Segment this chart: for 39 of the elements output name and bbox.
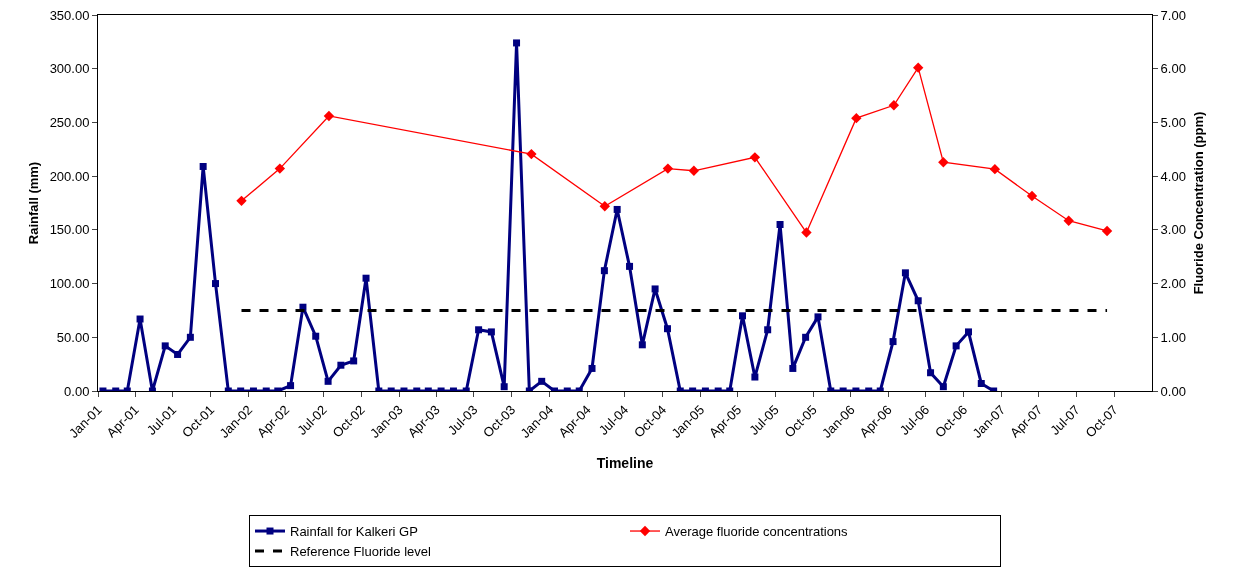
legend-label: Rainfall for Kalkeri GP [290, 524, 418, 540]
y-tick-label: 150.00 [49, 222, 90, 238]
y-tick-label: 250.00 [49, 114, 90, 130]
point [801, 227, 812, 238]
point [1063, 215, 1074, 226]
y2-tick-label: 5.00 [1160, 114, 1186, 130]
x-axis-title: Timeline [596, 455, 654, 472]
y-axis-title: Rainfall (mm) [25, 161, 41, 245]
y-tick-label: 200.00 [49, 168, 90, 184]
y-tick-label: 300.00 [49, 61, 90, 77]
point [749, 152, 761, 163]
point [1101, 225, 1113, 237]
y2-tick-label: 3.00 [1160, 222, 1186, 238]
point [912, 62, 924, 73]
y2-axis-title: Fluoride Concentration (ppm) [1190, 111, 1206, 295]
point [888, 100, 900, 111]
point [274, 163, 286, 174]
point [526, 148, 537, 160]
point [989, 163, 1001, 175]
y-tick-label: 350.00 [49, 7, 90, 23]
y2-tick-label: 6.00 [1160, 61, 1186, 77]
y2-tick-label: 2.00 [1160, 276, 1186, 292]
y-tick-label: 0.00 [64, 383, 90, 399]
legend-label: Reference Fluoride level [290, 544, 432, 559]
point [851, 112, 862, 124]
y-tick-label: 100.00 [49, 276, 90, 292]
legend-label: Average fluoride concentrations [665, 524, 849, 540]
point [688, 165, 700, 176]
point [1026, 190, 1038, 202]
point [599, 201, 610, 212]
point [323, 110, 335, 122]
y2-tick-label: 0.00 [1160, 383, 1186, 399]
point [236, 195, 247, 207]
y2-tick-label: 4.00 [1160, 168, 1186, 184]
y2-tick-label: 1.00 [1160, 329, 1186, 345]
point [662, 163, 674, 174]
point [938, 156, 949, 168]
y2-tick-label: 7.00 [1160, 7, 1186, 23]
y-tick-label: 50.00 [56, 329, 90, 345]
